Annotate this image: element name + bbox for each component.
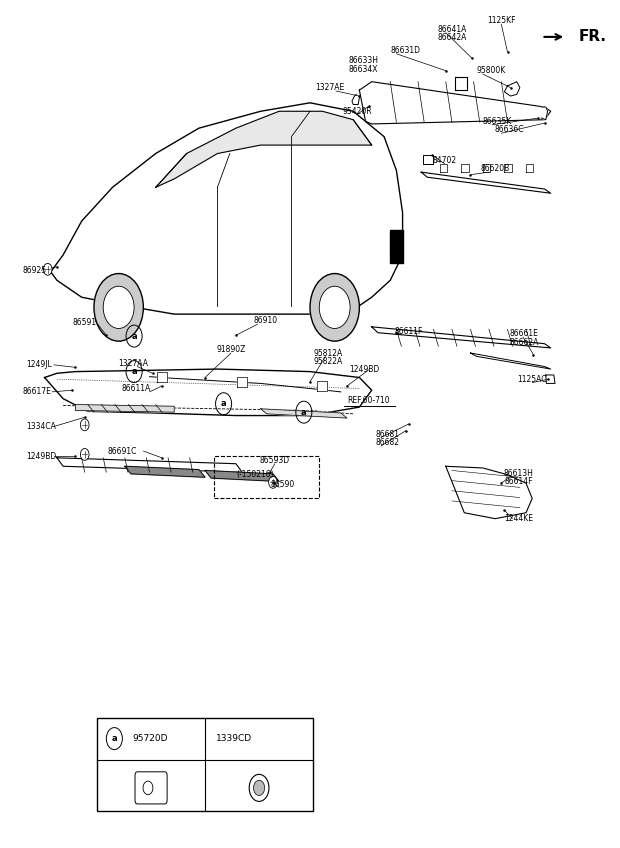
Circle shape	[104, 287, 134, 328]
Polygon shape	[237, 377, 247, 387]
Circle shape	[254, 780, 265, 795]
Polygon shape	[505, 81, 520, 96]
Text: 86682: 86682	[375, 438, 399, 447]
Text: 86925: 86925	[23, 265, 47, 275]
Polygon shape	[526, 164, 533, 172]
Polygon shape	[205, 471, 279, 482]
Text: 1249BD: 1249BD	[26, 452, 56, 460]
Polygon shape	[483, 164, 490, 172]
Text: 86611F: 86611F	[394, 326, 423, 336]
Text: 86620B: 86620B	[480, 165, 510, 173]
Text: 91890Z: 91890Z	[217, 345, 246, 354]
FancyBboxPatch shape	[135, 772, 167, 804]
Text: 1125KF: 1125KF	[487, 16, 516, 25]
Circle shape	[268, 477, 277, 488]
Polygon shape	[423, 155, 433, 164]
Text: 95822A: 95822A	[314, 357, 343, 366]
Polygon shape	[317, 381, 327, 391]
Polygon shape	[57, 458, 242, 472]
Polygon shape	[51, 103, 402, 314]
Circle shape	[43, 264, 52, 276]
Polygon shape	[157, 371, 167, 382]
Text: 86635K: 86635K	[482, 117, 512, 126]
Text: a: a	[112, 734, 117, 743]
Polygon shape	[546, 375, 555, 383]
Polygon shape	[440, 164, 447, 172]
Text: 86590: 86590	[270, 480, 294, 489]
Circle shape	[319, 287, 350, 328]
Polygon shape	[446, 466, 532, 519]
Polygon shape	[260, 409, 347, 418]
Text: FR.: FR.	[578, 30, 606, 44]
Text: 86634X: 86634X	[349, 64, 378, 74]
Text: 95720D: 95720D	[133, 734, 169, 743]
Text: 86681: 86681	[375, 430, 399, 438]
Text: 86591: 86591	[73, 318, 97, 327]
Text: 1249BD: 1249BD	[349, 365, 379, 375]
Text: 1339CD: 1339CD	[216, 734, 252, 743]
Text: a: a	[131, 367, 137, 377]
Text: 86642A: 86642A	[437, 33, 467, 42]
Polygon shape	[352, 94, 360, 104]
Polygon shape	[471, 353, 551, 369]
Circle shape	[143, 781, 153, 795]
Text: 95420R: 95420R	[343, 107, 373, 116]
Text: 86613H: 86613H	[503, 469, 534, 477]
Text: 86633H: 86633H	[348, 56, 379, 65]
Polygon shape	[45, 369, 372, 416]
Text: 1334CA: 1334CA	[26, 422, 56, 431]
Text: 86593D: 86593D	[260, 456, 290, 465]
Polygon shape	[421, 172, 551, 193]
Polygon shape	[372, 326, 551, 348]
Bar	[97, 718, 313, 811]
Polygon shape	[156, 111, 372, 187]
Text: 95812A: 95812A	[314, 349, 343, 358]
Polygon shape	[125, 466, 205, 477]
Polygon shape	[76, 404, 174, 412]
Text: 86614F: 86614F	[505, 477, 533, 486]
Text: 1125AC: 1125AC	[518, 375, 547, 383]
Text: 86662A: 86662A	[510, 338, 539, 347]
Text: a: a	[301, 408, 307, 416]
Polygon shape	[505, 164, 512, 172]
Text: 1249JL: 1249JL	[26, 360, 52, 370]
Text: 86691C: 86691C	[108, 447, 137, 455]
Polygon shape	[461, 164, 469, 172]
Circle shape	[81, 449, 89, 460]
Text: 86661E: 86661E	[510, 329, 539, 338]
Text: 86617E: 86617E	[23, 388, 52, 396]
Text: 86636C: 86636C	[495, 126, 524, 134]
Polygon shape	[455, 77, 467, 90]
Polygon shape	[541, 107, 547, 120]
Text: a: a	[131, 332, 137, 341]
Circle shape	[310, 274, 360, 341]
Text: 84702: 84702	[433, 156, 456, 165]
Text: 86641A: 86641A	[437, 25, 467, 34]
Polygon shape	[390, 230, 402, 264]
Circle shape	[94, 274, 143, 341]
Text: 95800K: 95800K	[476, 66, 505, 75]
Circle shape	[249, 774, 269, 801]
Text: 86910: 86910	[254, 316, 278, 326]
Text: a: a	[221, 399, 226, 408]
Polygon shape	[360, 81, 551, 124]
Text: REF.60-710: REF.60-710	[347, 396, 390, 404]
Text: 1327AE: 1327AE	[315, 83, 344, 92]
Text: 86631D: 86631D	[391, 46, 420, 55]
Text: 1244KE: 1244KE	[504, 514, 533, 523]
Text: (-150216): (-150216)	[236, 470, 274, 479]
Text: 86611A: 86611A	[122, 384, 151, 393]
Text: 1327AA: 1327AA	[118, 359, 148, 368]
Circle shape	[81, 419, 89, 431]
